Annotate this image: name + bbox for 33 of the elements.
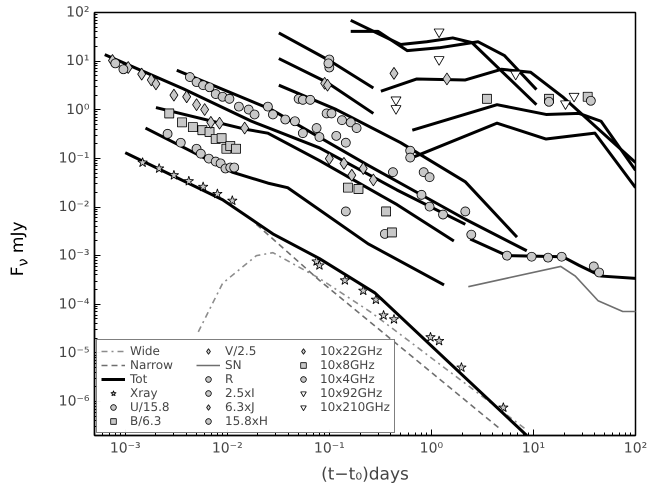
x-tick-label: 10⁻¹: [314, 440, 345, 456]
y-tick-label: 10⁻³: [58, 248, 90, 264]
legend-label: Wide: [130, 344, 161, 358]
legend-label: R: [225, 372, 234, 386]
y-tick-label: 10¹: [66, 53, 90, 70]
legend-label: Xray: [130, 386, 159, 400]
x-axis-title: (t−t₀)days: [321, 464, 410, 484]
y-tick-label: 10⁻⁵: [58, 344, 90, 361]
x-tick-label: 10⁰: [420, 440, 444, 456]
y-tick-label: 10⁻⁴: [58, 296, 90, 312]
y-tick-label: 10⁰: [66, 102, 90, 118]
y-tick-label: 10⁻¹: [58, 150, 90, 166]
legend-label: U/15.8: [130, 400, 171, 414]
legend-label: 15.8xH: [225, 414, 269, 428]
x-tick-label: 10¹: [522, 440, 546, 456]
legend-label: SN: [225, 358, 243, 372]
x-tick-label: 10⁻³: [110, 440, 141, 456]
legend-label: B/6.3: [130, 414, 162, 428]
legend-label: 10x4GHz: [320, 372, 376, 386]
legend-label: 10x8GHz: [320, 358, 376, 372]
x-tick-label: 10²: [624, 440, 648, 456]
legend-label: 10x210GHz: [320, 400, 390, 414]
y-tick-label: 10²: [66, 4, 90, 20]
y-tick-label: 10⁻²: [58, 199, 90, 216]
legend-label: 10x22GHz: [320, 344, 384, 358]
legend-label: V/2.5: [225, 344, 258, 358]
legend-label: Tot: [130, 372, 148, 386]
y-tick-label: 10⁻⁶: [58, 394, 90, 410]
legend-label: 2.5xI: [225, 386, 256, 400]
legend-label: 6.3xJ: [225, 400, 256, 414]
legend-label: 10x92GHz: [320, 386, 384, 400]
legend-label: Narrow: [130, 358, 174, 372]
x-tick-label: 10⁻²: [212, 440, 243, 456]
